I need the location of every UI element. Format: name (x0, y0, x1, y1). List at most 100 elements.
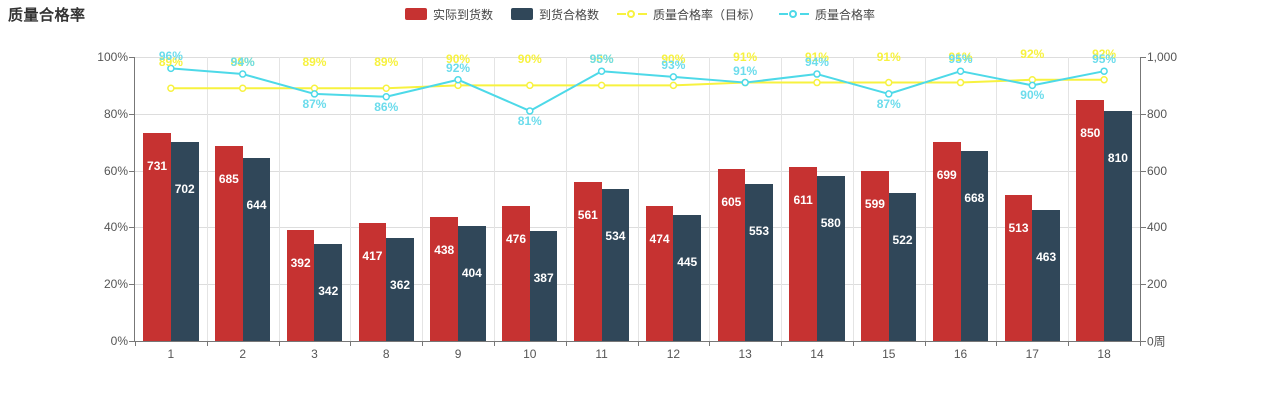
legend-line-icon (779, 8, 810, 20)
bar-actual-arrivals[interactable]: 561 (573, 181, 602, 341)
actual-rate-label: 96% (158, 49, 183, 64)
target-rate-label: 91% (804, 49, 829, 64)
bar-qualified-arrivals[interactable]: 534 (601, 189, 630, 341)
x-axis-label: 16 (953, 347, 968, 361)
bar-qualified-arrivals[interactable]: 553 (745, 183, 773, 341)
gridline-vertical (422, 57, 424, 341)
bar-value-label: 476 (505, 231, 526, 246)
bar-qualified-arrivals[interactable]: 463 (1032, 209, 1060, 341)
x-axis-label: 18 (1097, 347, 1111, 361)
bar-actual-arrivals[interactable]: 392 (286, 229, 315, 341)
bar-value-label: 668 (964, 191, 985, 206)
gridline-vertical (709, 57, 711, 341)
bar-value-label: 810 (1107, 150, 1128, 165)
bar-value-label: 553 (748, 223, 769, 238)
bar-value-label: 561 (577, 207, 598, 222)
bar-actual-arrivals[interactable]: 699 (932, 142, 961, 341)
y-axis-left-label: 60% (103, 163, 128, 178)
chart-plot-area: 731 702 685 644 392 342 417 362 438 404 476 387 561 5… (135, 57, 1141, 346)
target-rate-label: 92% (1020, 46, 1045, 61)
target-rate-label: 89% (230, 55, 255, 70)
legend-item[interactable]: 质量合格率（目标） (617, 4, 761, 24)
legend-swatch-icon (405, 8, 427, 20)
bar-actual-arrivals[interactable]: 417 (358, 222, 387, 341)
legend-swatch-icon (511, 8, 534, 20)
bar-qualified-arrivals[interactable]: 387 (529, 231, 558, 341)
x-axis-label: 1 (167, 347, 175, 361)
bar-actual-arrivals[interactable]: 599 (861, 170, 889, 341)
gridline-vertical (493, 57, 495, 341)
y-axis-left-tick (129, 284, 134, 286)
bar-actual-arrivals[interactable]: 685 (215, 146, 243, 341)
y-axis-right-tick (1141, 284, 1146, 286)
y-axis-right-label: 200 (1147, 277, 1168, 292)
y-axis-left-line (134, 57, 135, 341)
bar-actual-arrivals[interactable]: 438 (430, 216, 459, 341)
actual-rate-label: 87% (302, 96, 327, 111)
y-axis-left-tick (129, 341, 134, 342)
legend-label: 质量合格率 (815, 7, 876, 22)
target-rate-label: 89% (374, 55, 399, 70)
bar-qualified-arrivals[interactable]: 810 (1104, 110, 1132, 341)
x-axis-tick (135, 341, 136, 346)
bar-value-label: 599 (864, 196, 885, 211)
bar-actual-arrivals[interactable]: 476 (502, 205, 530, 341)
x-axis-tick (350, 341, 352, 346)
bar-value-label: 417 (362, 248, 383, 263)
target-rate-label: 90% (446, 52, 471, 67)
bar-qualified-arrivals[interactable]: 445 (673, 214, 702, 341)
gridline-vertical (206, 57, 208, 341)
bar-value-label: 580 (820, 216, 841, 231)
chart-legend: 实际到货数 到货合格数 质量合格率（目标） 质量合格率 (405, 4, 875, 24)
y-axis-left-label: 0% (110, 334, 128, 348)
actual-rate-label: 90% (1020, 88, 1045, 103)
bar-actual-arrivals[interactable]: 474 (645, 206, 674, 341)
x-axis-label: 9 (454, 347, 462, 361)
actual-rate-label: 86% (374, 99, 399, 114)
bar-qualified-arrivals[interactable]: 342 (314, 243, 343, 341)
gridline-vertical (565, 57, 567, 341)
actual-rate-label: 94% (804, 55, 829, 70)
legend-item[interactable]: 到货合格数 (511, 4, 599, 24)
legend-item[interactable]: 实际到货数 (405, 4, 493, 24)
page-title: 质量合格率 (8, 7, 86, 24)
x-axis-tick (781, 341, 783, 346)
bar-qualified-arrivals[interactable]: 362 (386, 238, 414, 341)
y-axis-right-tick (1141, 170, 1146, 172)
y-axis-left-label: 80% (103, 106, 128, 121)
bar-value-label: 731 (147, 159, 168, 174)
gridline-vertical (852, 57, 854, 341)
x-axis-label: 13 (738, 347, 752, 361)
y-axis-left-label: 100% (97, 50, 128, 64)
bar-actual-arrivals[interactable]: 850 (1076, 99, 1105, 341)
gridline-vertical (637, 57, 639, 341)
bar-qualified-arrivals[interactable]: 644 (242, 158, 271, 341)
bar-qualified-arrivals[interactable]: 522 (888, 192, 917, 341)
bar-qualified-arrivals[interactable]: 404 (458, 226, 486, 341)
bar-value-label: 605 (721, 195, 742, 210)
target-rate-label: 90% (661, 52, 686, 67)
bar-qualified-arrivals[interactable]: 668 (960, 151, 989, 341)
bar-value-label: 534 (605, 229, 626, 244)
bar-actual-arrivals[interactable]: 611 (789, 167, 817, 341)
target-rate-label: 91% (733, 49, 758, 64)
x-axis-label: 12 (666, 347, 681, 361)
bar-value-label: 445 (677, 254, 698, 269)
bar-value-label: 474 (649, 232, 670, 247)
x-axis-tick (206, 341, 208, 346)
y-axis-right-label: 0周 (1147, 334, 1166, 349)
bar-value-label: 699 (936, 168, 957, 183)
bar-qualified-arrivals[interactable]: 580 (816, 176, 845, 341)
target-rate-label: 90% (589, 52, 614, 67)
bar-actual-arrivals[interactable]: 513 (1004, 195, 1033, 341)
x-axis-label: 14 (810, 347, 824, 361)
bar-qualified-arrivals[interactable]: 702 (170, 141, 199, 341)
bar-actual-arrivals[interactable]: 605 (717, 169, 746, 341)
target-rate-label: 91% (876, 49, 901, 64)
target-rate-label: 89% (158, 55, 183, 70)
bar-actual-arrivals[interactable]: 731 (143, 133, 171, 341)
target-rate-label: 90% (517, 52, 542, 67)
legend-item[interactable]: 质量合格率 (779, 4, 875, 24)
x-axis-tick (1068, 341, 1070, 346)
bar-value-label: 387 (533, 271, 554, 286)
